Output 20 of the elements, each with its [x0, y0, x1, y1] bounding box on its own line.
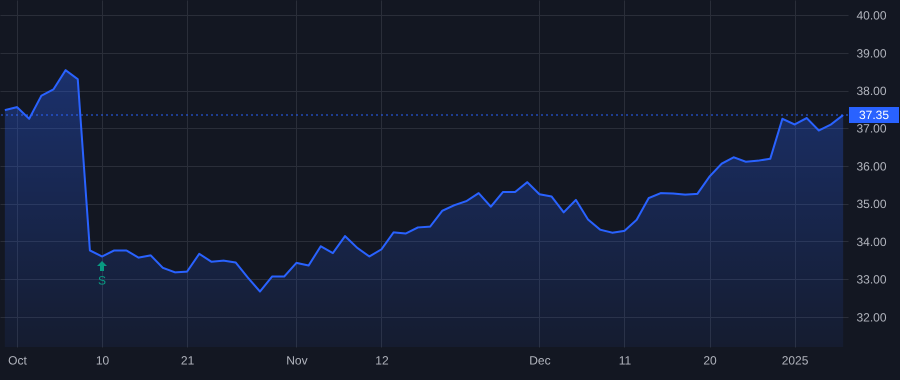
x-tick-label: 11: [618, 354, 632, 368]
x-tick-label: 20: [703, 354, 717, 368]
x-tick-label: 21: [180, 354, 195, 368]
y-tick-label: 39.00: [856, 46, 887, 60]
x-tick-label: 12: [375, 354, 389, 368]
y-tick-label: 34.00: [856, 234, 887, 249]
x-tick-label: Dec: [529, 354, 551, 368]
x-tick-label: 10: [96, 354, 110, 368]
x-tick-label: Oct: [8, 354, 28, 368]
y-tick-label: 33.00: [856, 272, 887, 287]
y-tick-label: 40.00: [856, 8, 887, 23]
y-tick-label: 36.00: [856, 159, 887, 174]
y-tick-label: 37.00: [856, 122, 887, 136]
x-tick-label: Nov: [286, 354, 308, 368]
ref-line-label: 37.35: [858, 108, 890, 122]
y-tick-label: 38.00: [856, 84, 887, 98]
y-tick-label: 32.00: [856, 310, 887, 324]
y-tick-label: 35.00: [856, 197, 887, 212]
x-tick-label: 2025: [782, 354, 809, 368]
annotation: S: [98, 273, 106, 288]
